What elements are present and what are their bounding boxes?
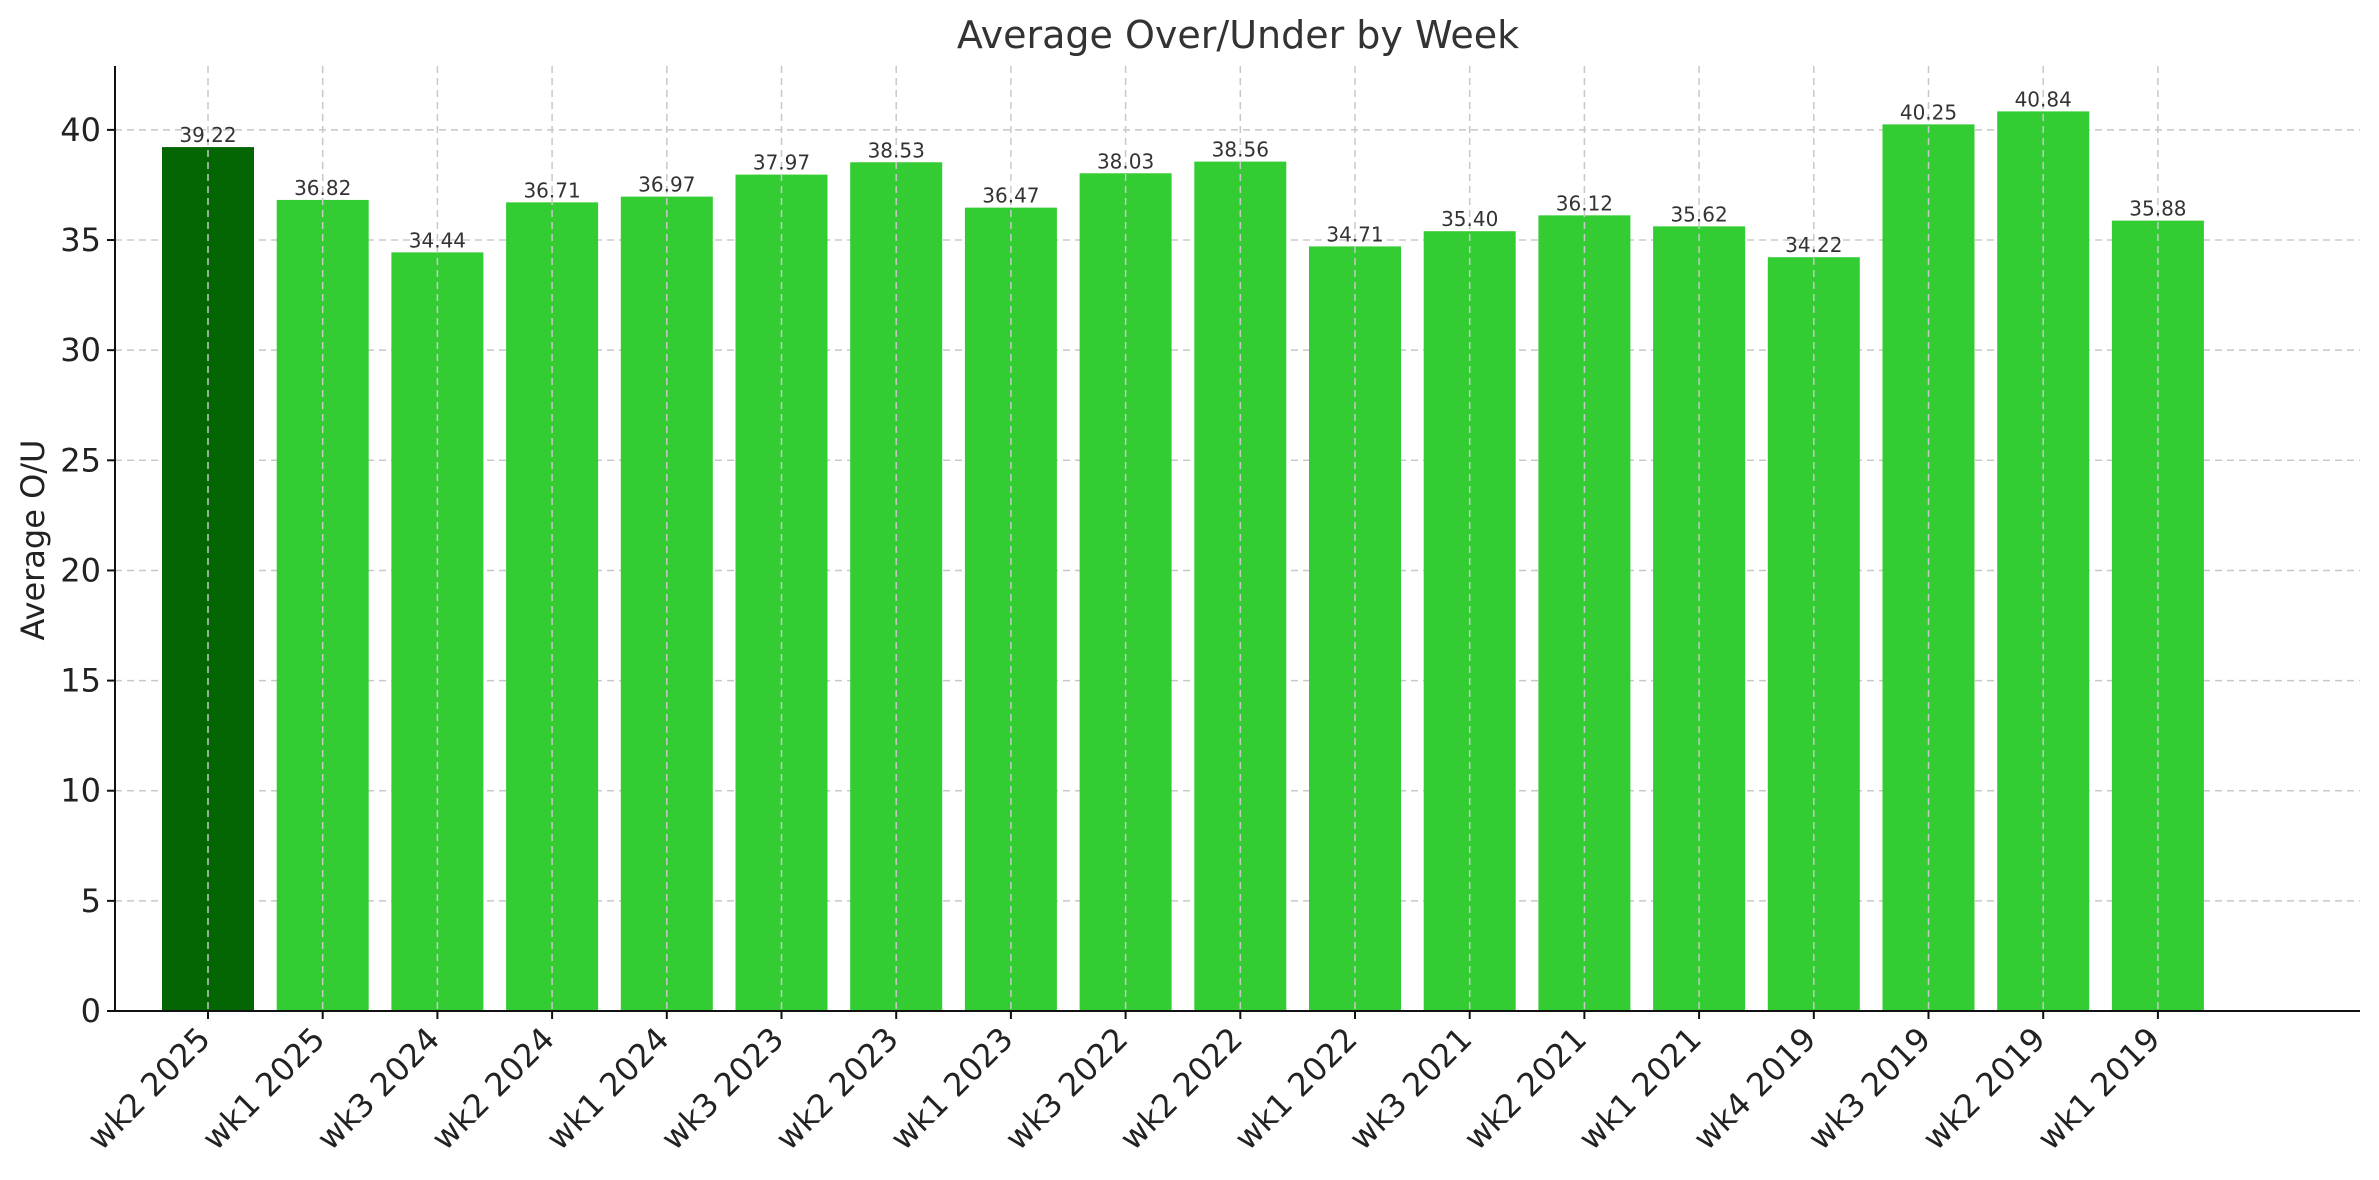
x-tick-label: wk2 2025 xyxy=(80,1020,218,1158)
bars xyxy=(162,111,2204,1012)
y-tick-label: 25 xyxy=(60,441,101,479)
data-label: 35.40 xyxy=(1441,207,1498,231)
y-tick-label: 40 xyxy=(60,111,101,149)
data-label: 36.82 xyxy=(294,176,351,200)
bar xyxy=(162,147,254,1012)
x-tick-label: wk3 2023 xyxy=(654,1020,792,1158)
x-tick-label: wk1 2024 xyxy=(539,1020,677,1158)
data-label: 36.12 xyxy=(1556,191,1613,215)
x-tick-label: wk1 2023 xyxy=(883,1020,1021,1158)
chart-title: Average Over/Under by Week xyxy=(957,13,1519,57)
bar xyxy=(2111,220,2204,1012)
y-tick-label: 20 xyxy=(60,551,101,589)
data-label: 34.44 xyxy=(409,228,466,252)
data-label: 40.84 xyxy=(2015,87,2072,111)
data-label: 40.25 xyxy=(1900,100,1957,124)
data-label: 38.53 xyxy=(868,138,925,162)
y-axis-label: Average O/U xyxy=(14,440,52,641)
x-tick-label: wk2 2022 xyxy=(1112,1020,1250,1158)
data-label: 34.71 xyxy=(1326,222,1383,246)
bar xyxy=(1882,124,1975,1011)
x-tick-label: wk2 2023 xyxy=(768,1020,906,1158)
x-tick-label: wk3 2022 xyxy=(998,1020,1136,1158)
y-tick-label: 35 xyxy=(60,221,101,259)
x-tick-label: wk2 2019 xyxy=(1915,1020,2053,1158)
x-tick-label: wk1 2025 xyxy=(195,1020,333,1158)
data-label: 34.22 xyxy=(1785,233,1842,257)
x-tick-label: wk4 2019 xyxy=(1686,1020,1824,1158)
data-label: 38.56 xyxy=(1212,138,1269,162)
x-tick-label: wk1 2019 xyxy=(2030,1020,2168,1158)
axes xyxy=(114,66,2360,1012)
data-label: 36.71 xyxy=(523,178,580,202)
data-label: 37.97 xyxy=(753,151,810,175)
x-tick-label: wk1 2022 xyxy=(1227,1020,1365,1158)
data-label: 36.97 xyxy=(638,173,695,197)
y-tick-label: 30 xyxy=(60,331,101,369)
x-tick-label: wk2 2024 xyxy=(424,1020,562,1158)
data-label: 36.47 xyxy=(982,184,1039,208)
x-tick-label: wk1 2021 xyxy=(1571,1020,1709,1158)
data-label: 35.62 xyxy=(1670,202,1727,226)
vertical-grid-lines xyxy=(207,66,2159,1011)
data-label: 35.88 xyxy=(2129,197,2186,221)
data-labels: 39.22 36.82 34.44 36.71 36.97 37.97 38.53 36.47… xyxy=(179,87,2186,257)
data-label: 38.03 xyxy=(1097,149,1154,173)
data-label: 39.22 xyxy=(179,123,236,147)
x-tick-label: wk3 2021 xyxy=(1342,1020,1480,1158)
x-tick-label: wk3 2024 xyxy=(309,1020,447,1158)
y-tick-labels: 0 5 10 15 20 25 30 35 40 xyxy=(60,111,115,1030)
x-tick-label: wk2 2021 xyxy=(1456,1020,1594,1158)
y-tick-label: 0 xyxy=(81,992,101,1030)
x-tick-label: wk3 2019 xyxy=(1801,1020,1939,1158)
y-tick-label: 5 xyxy=(81,882,101,920)
y-tick-label: 15 xyxy=(60,662,101,700)
y-tick-label: 10 xyxy=(60,772,101,810)
